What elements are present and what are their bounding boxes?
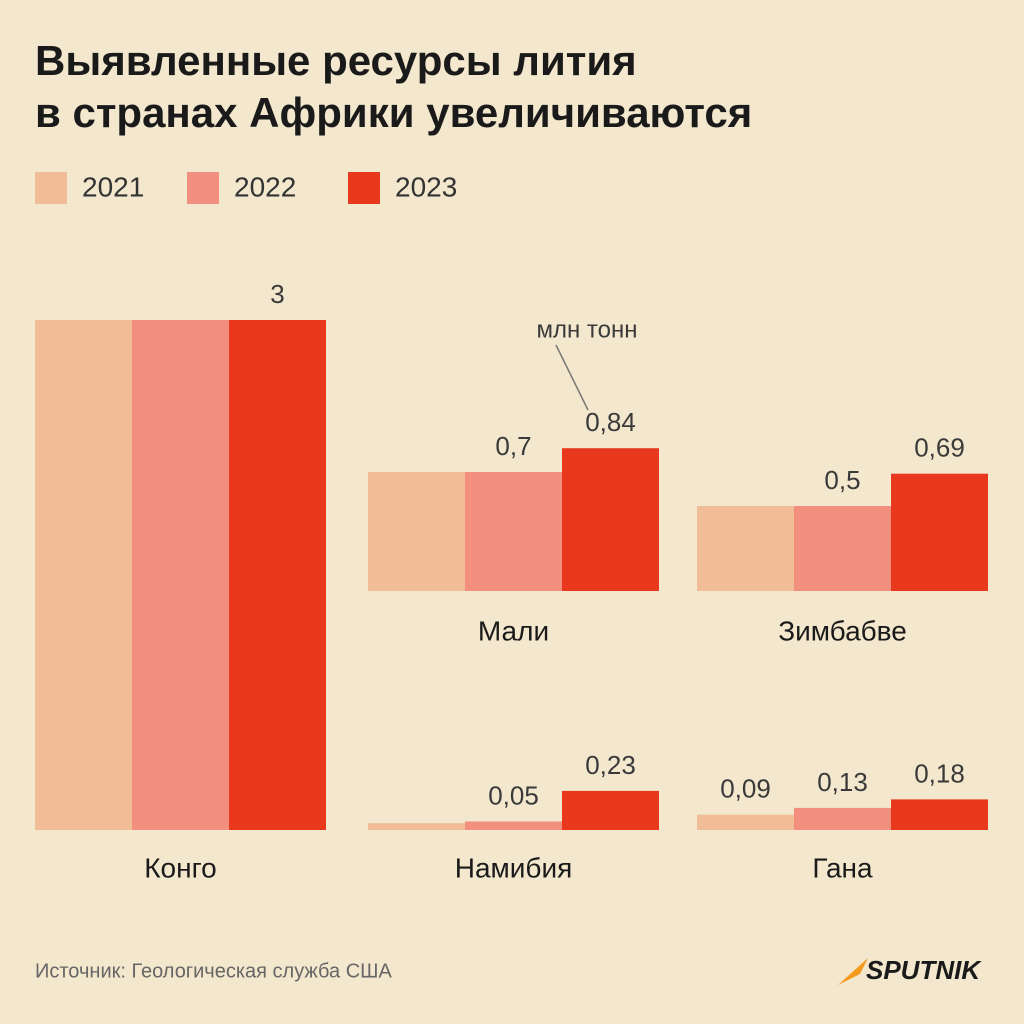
legend-swatch — [187, 172, 219, 204]
annotation-leader — [555, 344, 589, 411]
bar — [368, 823, 465, 830]
bar — [465, 821, 562, 830]
bar — [891, 799, 988, 830]
bar — [891, 473, 988, 591]
bar — [368, 472, 465, 591]
value-label: 0,18 — [914, 758, 965, 788]
value-label: 0,05 — [488, 780, 539, 810]
bar — [132, 320, 229, 830]
category-label: Зимбабве — [778, 615, 907, 646]
category-label: Конго — [144, 852, 217, 883]
bar — [794, 807, 891, 830]
bar — [229, 320, 326, 830]
value-label: 0,69 — [914, 433, 965, 463]
category-label: Мали — [478, 615, 549, 646]
value-label: 3 — [270, 279, 284, 309]
unit-note: млн тонн — [536, 316, 637, 343]
bar — [697, 506, 794, 591]
legend-label: 2022 — [234, 171, 296, 202]
bar — [794, 506, 891, 591]
legend-swatch — [348, 172, 380, 204]
chart-title: Выявленные ресурсы лития — [35, 37, 637, 84]
chart-title: в странах Африки увеличиваются — [35, 89, 752, 136]
legend-swatch — [35, 172, 67, 204]
legend-label: 2021 — [82, 171, 144, 202]
brand: SPUTNIK — [866, 955, 982, 985]
legend-label: 2023 — [395, 171, 457, 202]
value-label: 0,09 — [720, 774, 771, 804]
bar — [562, 790, 659, 830]
category-label: Намибия — [455, 852, 573, 883]
category-label: Гана — [812, 852, 873, 883]
value-label: 0,23 — [585, 750, 636, 780]
value-label: 0,84 — [585, 407, 636, 437]
value-label: 0,13 — [817, 767, 868, 797]
source: Источник: Геологическая служба США — [35, 960, 392, 982]
bar — [35, 320, 132, 830]
bar — [562, 448, 659, 591]
bar — [697, 814, 794, 830]
brand-logo — [838, 958, 868, 985]
bar — [465, 472, 562, 591]
value-label: 0,7 — [495, 431, 531, 461]
value-label: 0,5 — [824, 465, 860, 495]
